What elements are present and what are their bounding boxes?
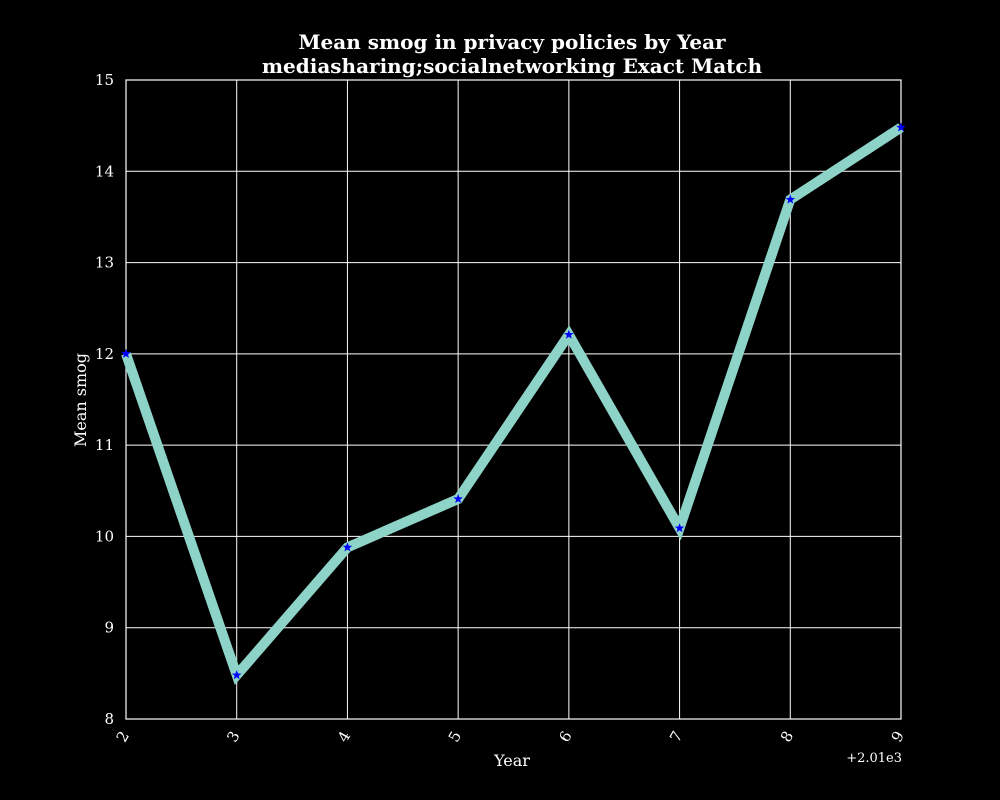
data-point-marker: [564, 329, 574, 339]
y-tick-label: 8: [104, 710, 114, 728]
series-line: [121, 123, 904, 686]
chart-subtitle: mediasharing;socialnetworking Exact Matc…: [262, 54, 763, 78]
data-point-marker: [121, 348, 131, 358]
x-axis-label: Year: [493, 751, 530, 770]
y-tick-label: 9: [104, 619, 114, 637]
y-tick-label: 14: [95, 162, 114, 180]
plot-frame: [125, 79, 902, 720]
y-tick-label: 12: [95, 345, 114, 363]
y-axis-ticks: 8 9 10 11 12 13 14 15: [95, 71, 114, 728]
data-point-marker: [453, 494, 463, 504]
y-tick-label: 15: [95, 71, 114, 89]
y-tick-label: 11: [95, 436, 114, 454]
data-point-marker: [342, 542, 353, 552]
x-axis-offset-label: +2.01e3: [846, 751, 902, 766]
series-layer: [121, 122, 906, 686]
data-point-marker: [896, 122, 906, 132]
y-axis-label: Mean smog: [71, 353, 90, 447]
y-tick-label: 10: [95, 527, 114, 545]
data-point-marker: [674, 523, 685, 533]
data-point-marker: [785, 194, 796, 204]
data-point-marker: [231, 670, 242, 680]
chart-title: Mean smog in privacy policies by Year: [298, 30, 726, 54]
y-tick-label: 13: [95, 254, 114, 272]
